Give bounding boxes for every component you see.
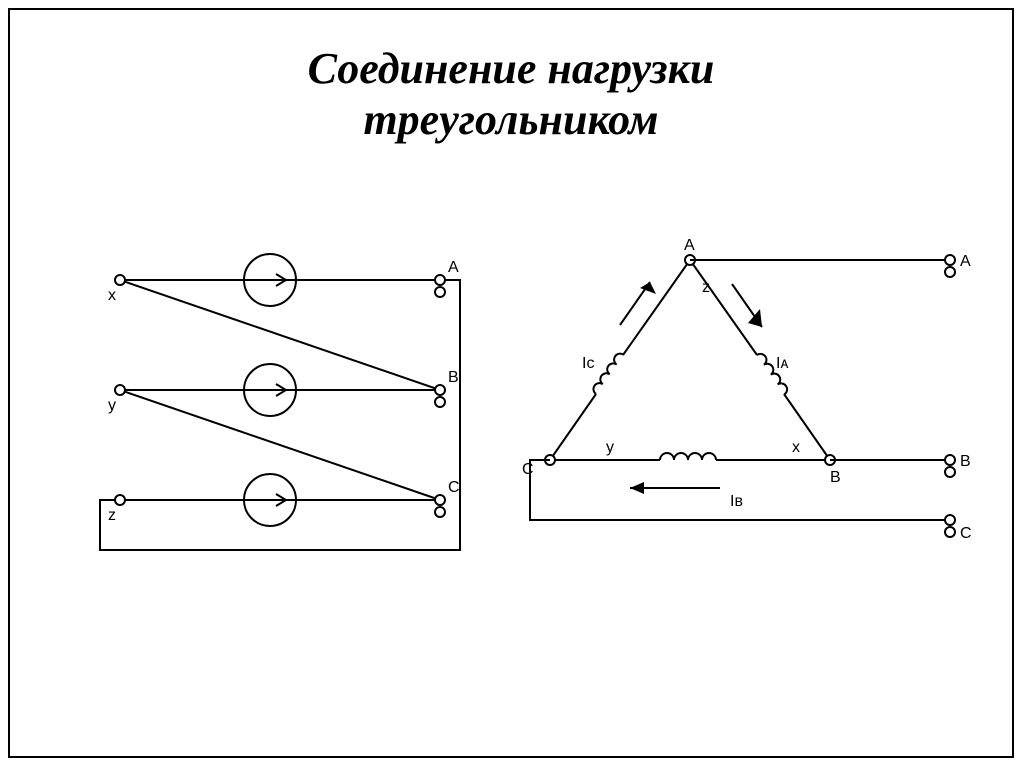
label-z-inner: z <box>702 279 710 296</box>
diagrams-area: x y z A B C <box>10 230 1012 630</box>
label-Ia: Iᴀ <box>776 355 788 372</box>
label-apex-A: A <box>684 237 695 254</box>
arrow-ia <box>732 284 762 327</box>
label-B: B <box>448 369 459 386</box>
arrow-ib <box>630 482 720 494</box>
label-B-outer: B <box>830 469 841 486</box>
label-z: z <box>108 507 116 524</box>
arrow-ic <box>620 282 656 325</box>
label-C-outer: C <box>522 461 534 478</box>
label-A: A <box>448 259 459 276</box>
out-B: B <box>960 453 971 470</box>
label-C: C <box>448 479 460 496</box>
label-Ic: Iᴄ <box>582 355 594 372</box>
inductor-ca <box>591 351 623 394</box>
slide-frame: Соединение нагрузки треугольником <box>8 8 1014 758</box>
title-line-1: Соединение нагрузки <box>308 44 715 93</box>
slide-title: Соединение нагрузки треугольником <box>10 44 1012 145</box>
out-C: C <box>960 525 972 542</box>
left-diagram: x y z A B C <box>70 230 490 590</box>
out-A: A <box>960 253 971 270</box>
label-x: x <box>108 287 116 304</box>
label-y-inner: y <box>606 439 614 456</box>
inductor-bc <box>660 453 716 460</box>
label-Ib: Iʙ <box>730 493 743 510</box>
label-y: y <box>108 397 116 414</box>
label-x-inner: x <box>792 439 800 456</box>
right-diagram: A z Iᴄ Iᴀ y x C B Iʙ A B C <box>510 220 990 600</box>
title-line-2: треугольником <box>363 95 658 144</box>
